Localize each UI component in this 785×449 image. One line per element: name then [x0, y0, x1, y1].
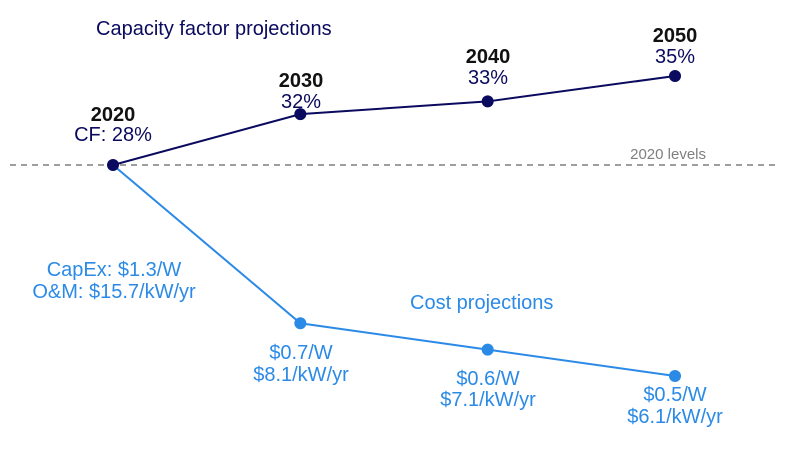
cost-point-2030 [294, 317, 307, 330]
cost-capex-label-2040: $0.6/W [456, 368, 519, 390]
year-label-2030: 2030 [279, 70, 324, 92]
cf-point-2040 [481, 95, 494, 108]
series-points [107, 70, 681, 382]
cf-value-label-2020: CF: 28% [74, 124, 152, 146]
cf-point-2020 [107, 159, 119, 171]
cost-point-2040 [481, 343, 494, 356]
year-label-2040: 2040 [466, 46, 511, 68]
cost-series-title: Cost projections [410, 292, 553, 314]
cost-om-label-2020: O&M: $15.7/kW/yr [32, 281, 196, 303]
cost-series-line [112, 164, 676, 377]
cf-value-label-2050: 35% [655, 46, 695, 68]
cf-series-line [112, 75, 676, 166]
cost-capex-label-2020: CapEx: $1.3/W [47, 259, 182, 281]
cost-om-label-2030: $8.1/kW/yr [253, 364, 349, 386]
cost-capex-label-2050: $0.5/W [643, 384, 706, 406]
cost-capex-label-2030: $0.7/W [269, 342, 332, 364]
cf-value-label-2030: 32% [281, 91, 321, 113]
cost-om-label-2050: $6.1/kW/yr [627, 406, 723, 428]
year-label-2050: 2050 [653, 25, 698, 47]
cost-om-label-2040: $7.1/kW/yr [440, 389, 536, 411]
reference-line-label: 2020 levels [630, 146, 706, 163]
cf-series-title: Capacity factor projections [96, 18, 332, 40]
cost-point-2050 [669, 370, 681, 382]
cf-value-label-2040: 33% [468, 67, 508, 89]
year-label-2020: 2020 [91, 104, 136, 126]
cf-point-2050 [669, 70, 681, 82]
series-lines [112, 75, 676, 377]
cf-point-2030 [294, 108, 307, 121]
